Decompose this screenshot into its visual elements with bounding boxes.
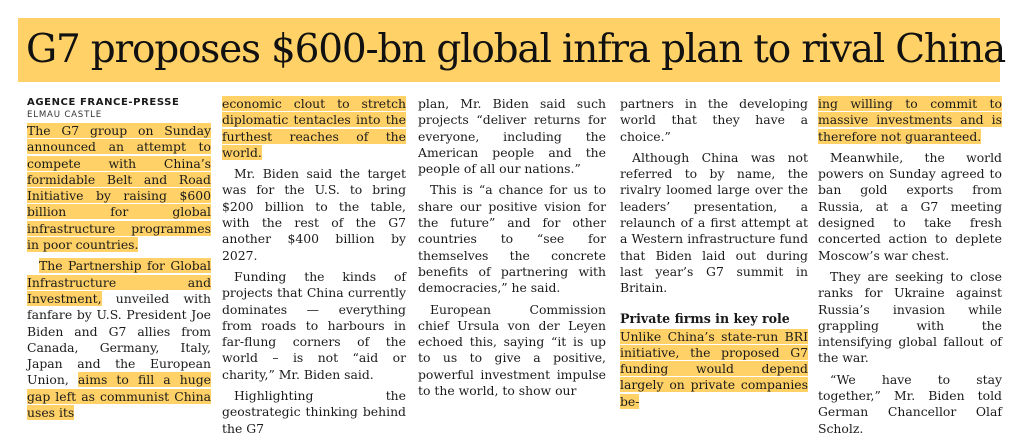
paragraph: economic clout to stretch diplomatic ten… [222,96,406,161]
highlighted-text: economic clout to stretch diplomatic ten… [222,96,406,160]
paragraph: Meanwhile, the world powers on Sunday ag… [818,149,1002,263]
paragraph: partners in the developing world that th… [620,96,808,144]
article-column-5: ing willing to commit to massive investm… [818,96,1002,437]
paragraph: This is “a chance for us to share our po… [418,182,606,296]
highlighted-text: ing willing to commit to massive investm… [818,96,1002,144]
dateline-location: ELMAU CASTLE [27,110,102,120]
paragraph: The G7 group on Sunday announced an atte… [27,123,211,253]
highlighted-text: The G7 group on Sunday announced an atte… [27,123,211,253]
subheading: Private firms in key role [620,310,790,326]
article-column-2: economic clout to stretch diplomatic ten… [222,96,406,437]
paragraph: Unlike China’s state-run BRI initiative,… [620,328,808,410]
paragraph: Funding the kinds of projects that China… [222,268,406,382]
paragraph: Mr. Biden said the target was for the U.… [222,166,406,263]
paragraph: Highlighting the geostrategic thinking b… [222,388,406,436]
article-column-4: partners in the developing world that th… [620,96,808,410]
article-column-1: AGENCE FRANCE-PRESSE ELMAU CASTLE The G7… [27,96,211,421]
highlighted-text: The Partnership for Global Infrastructur… [27,258,211,306]
paragraph: They are seeking to close ranks for Ukra… [818,268,1002,366]
paragraph: “We have to stay together,” Mr. Biden to… [818,371,1002,436]
paragraph: European Commission chief Ursula von der… [418,301,606,399]
article-column-3: plan, Mr. Biden said such projects “deli… [418,96,606,399]
paragraph: Although China was not referred to by na… [620,149,808,296]
headline: G7 proposes $600-bn global infra plan to… [18,18,1006,82]
paragraph-text: unveiled with fanfare by U.S. President … [27,290,211,388]
paragraph: The Partnership for Global Infrastructur… [27,258,211,421]
paragraph: ing willing to commit to massive investm… [818,96,1002,145]
news-article: G7 proposes $600-bn global infra plan to… [18,18,1006,436]
highlighted-text: Unlike China’s state-run BRI initiative,… [620,328,808,409]
paragraph: plan, Mr. Biden said such projects “deli… [418,96,606,177]
byline: AGENCE FRANCE-PRESSE [27,97,180,108]
